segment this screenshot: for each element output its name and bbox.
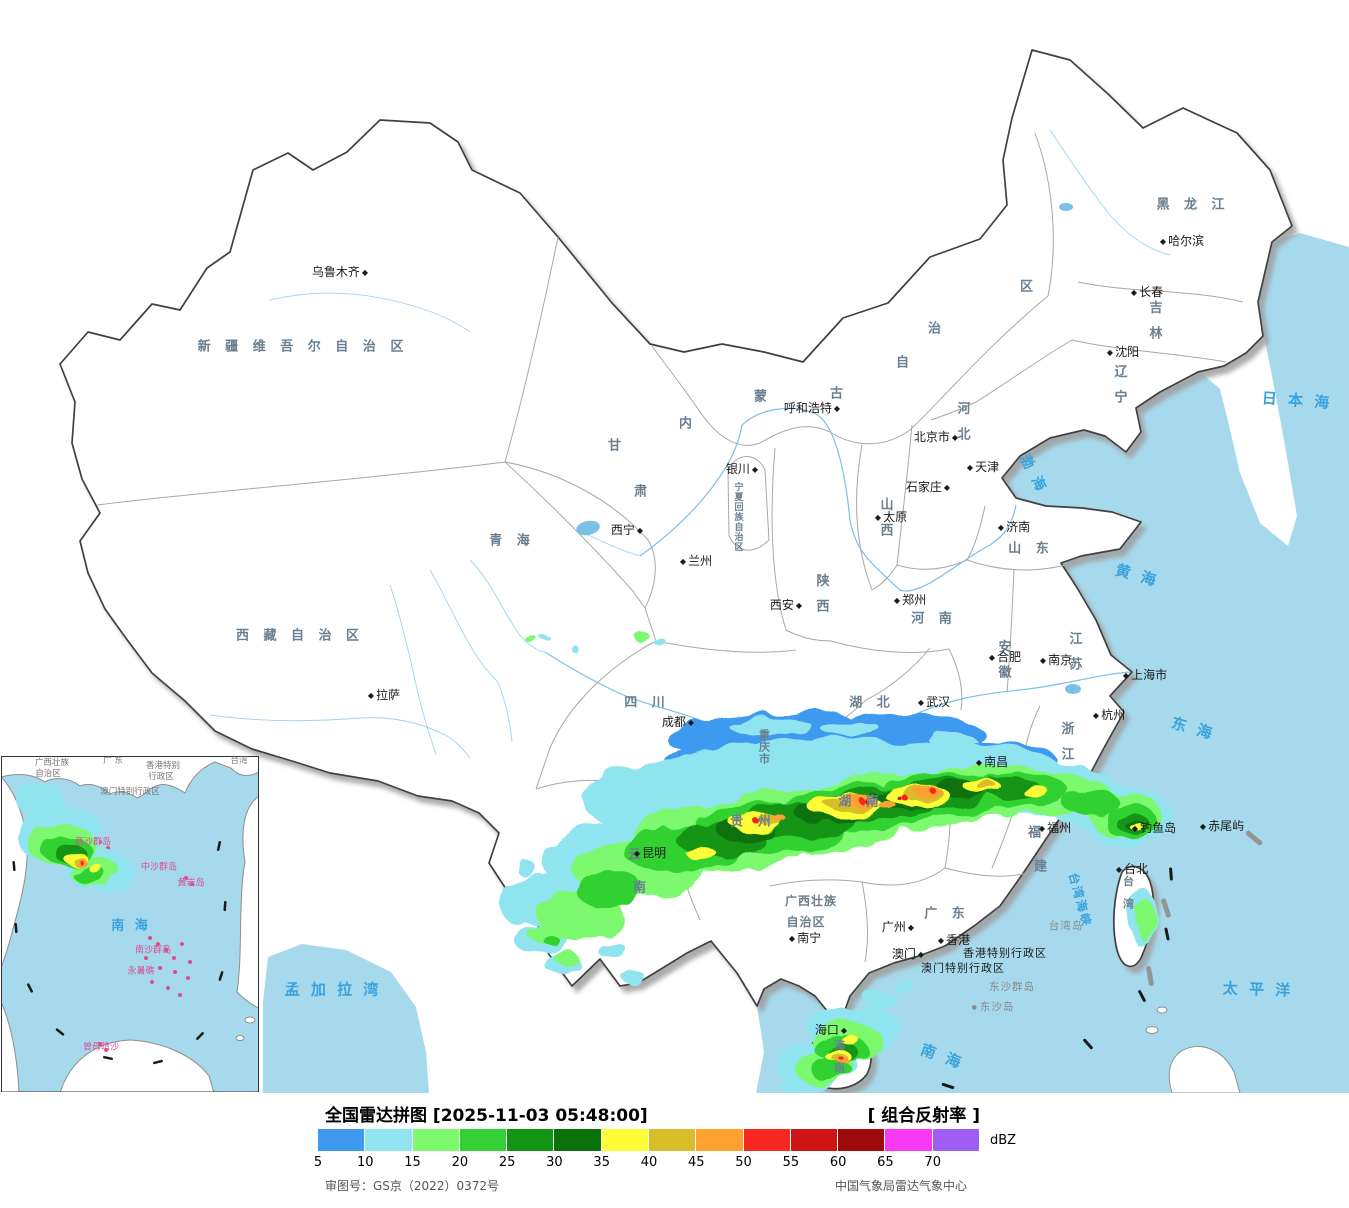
colorbar-ticks: 5 10 15 20 25 30 35 40 45 50 55 60 65 70 [314, 1155, 980, 1171]
small-island [1156, 1006, 1168, 1014]
colorbar-cell [696, 1129, 744, 1151]
colorbar-cell [743, 1129, 791, 1151]
colorbar-cell [412, 1129, 460, 1151]
luzon-island [1168, 1046, 1241, 1093]
colorbar-unit: dBZ [990, 1133, 1017, 1148]
colorbar-tick: 35 [593, 1155, 610, 1170]
colorbar-tick: 55 [782, 1155, 800, 1170]
ryukyu-islands [1146, 830, 1263, 986]
colorbar-cell [790, 1129, 839, 1151]
colorbar-tick: 15 [404, 1155, 421, 1170]
colorbar-tick: 60 [829, 1155, 847, 1170]
colorbar-tick: 5 [313, 1155, 323, 1170]
colorbar-tick: 10 [357, 1155, 374, 1170]
small-island [1145, 1026, 1159, 1034]
sea-areas [263, 233, 1349, 1093]
colorbar-tick: 65 [877, 1155, 894, 1170]
inset-radar-echoes [16, 783, 134, 891]
colorbar-cell [554, 1129, 602, 1151]
colorbar-tick: 70 [924, 1155, 941, 1170]
colorbar [318, 1129, 980, 1151]
colorbar-tick: 20 [451, 1155, 469, 1170]
colorbar-cell [459, 1129, 508, 1151]
colorbar-tick: 45 [688, 1155, 705, 1170]
province-boundaries [96, 132, 1244, 963]
colorbar-cell [601, 1129, 649, 1151]
colorbar-cell [318, 1129, 366, 1151]
map-canvas [1, 49, 1349, 1093]
bay-of-bengal [263, 944, 429, 1093]
legend: 全国雷达拼图 [2025-11-03 05:48:00] [ 组合反射率 ] d… [0, 1093, 1349, 1208]
map-approval: 审图号：GS京（2022）0372号 [325, 1179, 499, 1193]
south-china-sea-inset [1, 756, 259, 1092]
colorbar-cell [365, 1129, 413, 1151]
hulun-lake [1059, 203, 1073, 211]
colorbar-cell [932, 1129, 980, 1151]
colorbar-cell [507, 1129, 555, 1151]
colorbar-cell [885, 1129, 933, 1151]
colorbar-tick: 50 [735, 1155, 752, 1170]
taihu-lake [1065, 684, 1081, 694]
radar-echoes [502, 632, 1172, 1093]
colorbar-tick: 40 [640, 1155, 658, 1170]
colorbar-cell [838, 1129, 886, 1151]
inset-boundary-dashes [12, 841, 227, 1065]
legend-product: [ 组合反射率 ] [867, 1106, 980, 1126]
boundary-dashes [941, 867, 1173, 1090]
qinghai-lake [576, 520, 600, 536]
colorbar-cell [648, 1129, 697, 1151]
agency-name: 中国气象局雷达气象中心 [835, 1179, 968, 1193]
legend-title: 全国雷达拼图 [2025-11-03 05:48:00] [325, 1106, 648, 1126]
inset-border [1, 756, 259, 1092]
colorbar-tick: 30 [546, 1155, 563, 1170]
colorbar-tick: 25 [498, 1155, 516, 1170]
